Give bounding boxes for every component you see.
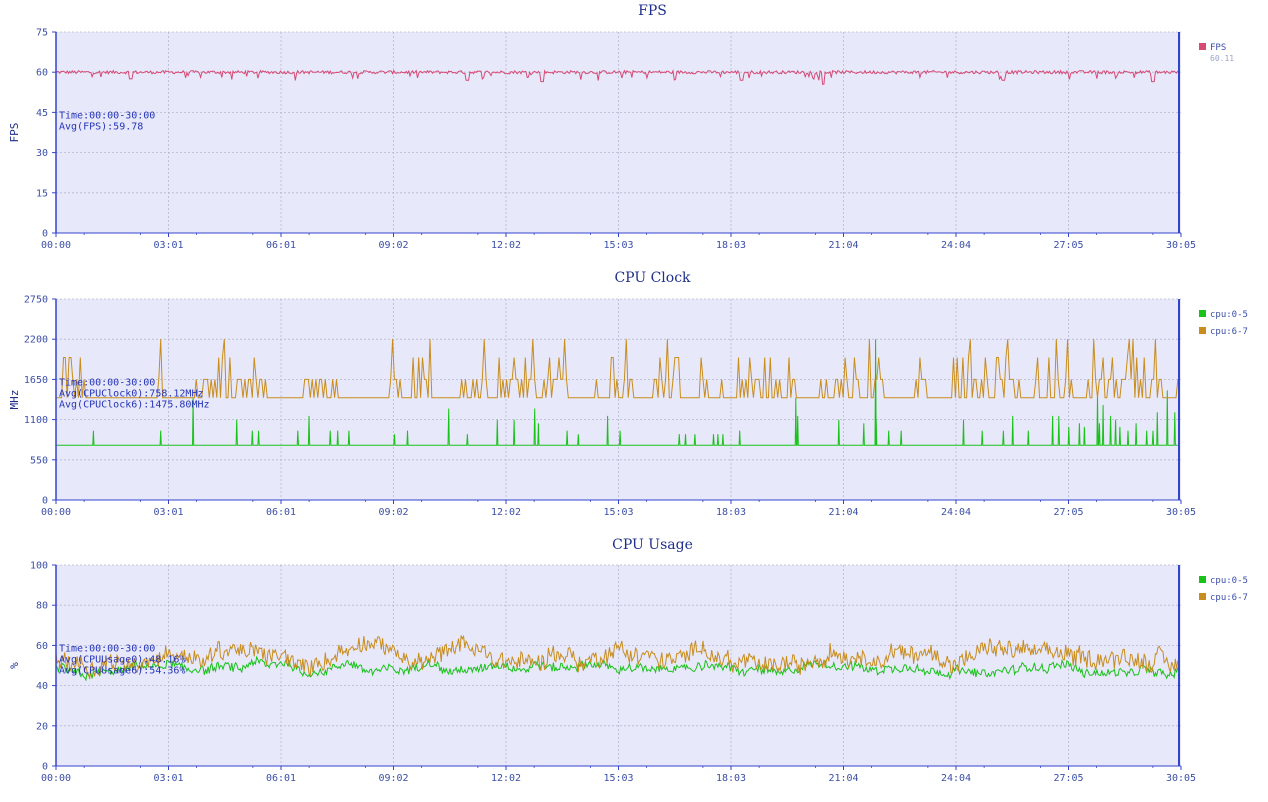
- legend-swatch: [1199, 576, 1206, 583]
- y-tick-label: 30: [36, 148, 48, 159]
- x-tick-label: 21:04: [828, 240, 858, 251]
- x-tick-label: 06:01: [266, 507, 296, 518]
- legend-label: cpu:6-7: [1210, 327, 1248, 337]
- y-tick-label: 2200: [24, 335, 48, 346]
- legend-swatch: [1199, 43, 1206, 50]
- annotation-text: Time:00:00-30:00: [59, 378, 155, 389]
- x-tick-label: 00:00: [41, 773, 71, 784]
- x-tick-label: 30:05: [1166, 507, 1196, 518]
- x-tick-label: 03:01: [153, 507, 183, 518]
- x-tick-label: 15:03: [603, 773, 633, 784]
- y-tick-label: 2750: [24, 295, 48, 306]
- y-tick-label: 1650: [24, 375, 48, 386]
- x-tick-label: 27:05: [1053, 507, 1083, 518]
- y-tick-label: 0: [42, 496, 48, 507]
- x-tick-label: 12:02: [491, 507, 521, 518]
- annotation-text: Avg(FPS):59.78: [59, 122, 143, 133]
- x-tick-label: 12:02: [491, 240, 521, 251]
- x-tick-label: 27:05: [1053, 773, 1083, 784]
- legend-swatch: [1199, 327, 1206, 334]
- x-tick-label: 18:03: [716, 240, 746, 251]
- x-tick-label: 15:03: [603, 507, 633, 518]
- y-tick-label: 60: [36, 641, 48, 652]
- y-tick-label: 80: [36, 601, 48, 612]
- x-tick-label: 18:03: [716, 773, 746, 784]
- series-line-cpu-0-5: [56, 339, 1178, 446]
- legend-swatch: [1199, 593, 1206, 600]
- chart-title: FPS: [638, 3, 667, 19]
- legend-label: cpu:0-5: [1210, 576, 1248, 586]
- x-tick-label: 24:04: [941, 507, 971, 518]
- x-tick-label: 03:01: [153, 240, 183, 251]
- series-line-fps: [55, 69, 1179, 85]
- cpu-clock-chart: CPU Clock 0 550 1100 1650 2200 2750 00:00 03:01 0…: [8, 270, 1248, 518]
- series-line-cpu-6-7: [56, 339, 1179, 399]
- annotation-text: Avg(CPUUsage6):54.36%: [59, 666, 185, 677]
- y-tick-label: 75: [36, 28, 48, 39]
- x-tick-label: 21:04: [828, 507, 858, 518]
- annotation-text: Avg(CPUClock6):1475.80MHz: [59, 400, 210, 411]
- x-tick-label: 18:03: [716, 507, 746, 518]
- chart-title: CPU Usage: [612, 537, 693, 553]
- x-tick-label: 30:05: [1166, 773, 1196, 784]
- x-tick-label: 30:05: [1166, 240, 1196, 251]
- x-tick-label: 06:01: [266, 773, 296, 784]
- series-line-cpu-0-5: [55, 655, 1179, 682]
- legend-label: cpu:6-7: [1210, 593, 1248, 603]
- y-tick-label: 60: [36, 68, 48, 79]
- y-tick-label: 1100: [24, 415, 48, 426]
- x-tick-label: 06:01: [266, 240, 296, 251]
- y-tick-label: 0: [42, 229, 48, 240]
- x-tick-label: 09:02: [378, 507, 408, 518]
- y-tick-label: 100: [30, 561, 48, 572]
- y-axis-label: %: [8, 662, 21, 669]
- x-tick-label: 00:00: [41, 507, 71, 518]
- x-tick-label: 12:02: [491, 773, 521, 784]
- chart-title: CPU Clock: [614, 270, 691, 286]
- fps-chart: FPS 0 15 30 45 60 75 00:00 03:01 06:01 09:02 12:02 1…: [8, 3, 1234, 251]
- y-tick-label: 20: [36, 721, 48, 732]
- y-tick-label: 15: [36, 188, 48, 199]
- x-tick-label: 24:04: [941, 240, 971, 251]
- x-tick-label: 21:04: [828, 773, 858, 784]
- annotation-text: Avg(CPUClock0):758.12MHz: [59, 389, 204, 400]
- x-tick-label: 09:02: [378, 773, 408, 784]
- legend-swatch: [1199, 310, 1206, 317]
- legend-sub-value: 60.11: [1210, 54, 1234, 63]
- annotation-text: Avg(CPUUsage0):48.16%: [59, 655, 185, 666]
- series-line-cpu-6-7: [55, 634, 1179, 680]
- y-axis-label: MHz: [8, 390, 21, 410]
- x-tick-label: 00:00: [41, 240, 71, 251]
- y-tick-label: 0: [42, 762, 48, 773]
- annotation-text: Time:00:00-30:00: [59, 111, 155, 122]
- x-tick-label: 03:01: [153, 773, 183, 784]
- x-tick-label: 15:03: [603, 240, 633, 251]
- y-tick-label: 550: [30, 455, 48, 466]
- x-tick-label: 09:02: [378, 240, 408, 251]
- x-tick-label: 27:05: [1053, 240, 1083, 251]
- cpu-usage-chart: CPU Usage 0 20 40 60 80 100 00:00 03:01 06:01 09:0…: [8, 537, 1248, 784]
- y-axis-label: FPS: [8, 123, 21, 143]
- x-tick-label: 24:04: [941, 773, 971, 784]
- legend-label: cpu:0-5: [1210, 310, 1248, 320]
- y-tick-label: 45: [36, 108, 48, 119]
- legend-label: FPS: [1210, 43, 1226, 53]
- y-tick-label: 40: [36, 681, 48, 692]
- annotation-text: Time:00:00-30:00: [59, 644, 155, 655]
